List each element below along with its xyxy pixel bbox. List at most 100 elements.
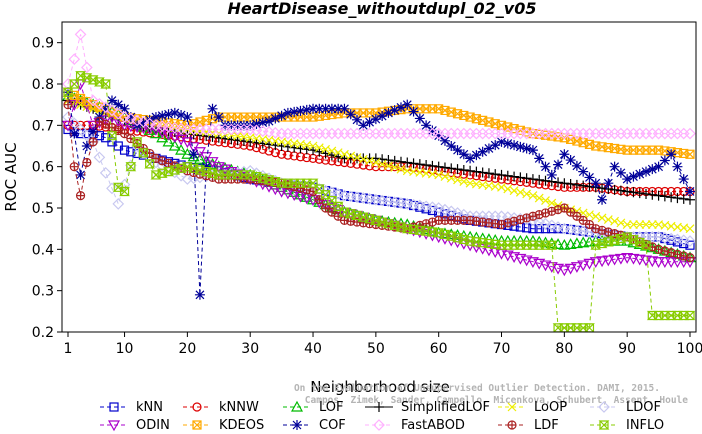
data-point (63, 100, 73, 110)
data-point (527, 145, 538, 156)
data-point (69, 162, 79, 172)
series-cof (63, 87, 695, 300)
data-point (119, 129, 130, 139)
data-point (628, 235, 639, 245)
legend-marker (598, 420, 610, 430)
data-point (282, 107, 293, 118)
data-point (641, 188, 652, 199)
data-point (558, 238, 571, 250)
data-point (439, 203, 451, 216)
data-point (527, 174, 538, 185)
data-point (289, 106, 300, 117)
data-point (137, 148, 149, 158)
legend-item-knn: kNN (100, 400, 163, 415)
data-point (577, 236, 590, 248)
data-point (685, 224, 695, 234)
data-point (629, 220, 638, 229)
data-point (497, 182, 506, 192)
data-point (521, 143, 532, 154)
data-point (477, 167, 488, 178)
data-point (547, 224, 557, 234)
data-point (559, 178, 570, 189)
data-point (270, 113, 281, 124)
data-point (439, 135, 450, 146)
data-point (684, 310, 696, 321)
data-point (464, 236, 476, 246)
data-point (150, 112, 161, 123)
data-point (590, 240, 602, 250)
data-point (509, 186, 519, 196)
data-point (509, 171, 520, 182)
data-point (88, 137, 98, 147)
data-point (432, 202, 445, 214)
data-point (162, 135, 175, 147)
data-point (546, 240, 558, 250)
data-point (119, 186, 130, 197)
data-point (395, 102, 406, 113)
data-point (647, 164, 658, 175)
data-point (80, 61, 93, 74)
data-point (245, 120, 256, 131)
data-point (647, 220, 657, 229)
data-point (452, 164, 463, 175)
data-point (658, 257, 671, 268)
series-line-fastabod (67, 34, 690, 135)
data-point (459, 177, 469, 186)
data-point (414, 113, 425, 124)
data-point (465, 165, 476, 176)
legend-item-ldof: LDOF (590, 400, 661, 415)
x-tick-label: 100 (677, 341, 702, 357)
data-point (156, 168, 168, 178)
data-point (69, 128, 80, 139)
x-tick-label: 10 (116, 341, 134, 357)
data-point (327, 207, 337, 217)
legend-item-inflo: INFLO (590, 418, 664, 433)
data-point (339, 191, 350, 201)
data-point (666, 192, 677, 203)
y-axis: 0.2 0.3 0.4 0.5 0.6 0.7 0.8 0.9 (32, 36, 62, 341)
data-point (383, 155, 394, 166)
legend-marker (192, 420, 202, 430)
legend-marker (292, 420, 302, 430)
data-point (339, 103, 350, 114)
data-point (232, 120, 243, 131)
credit-line-authors: Campos, Zimek, Sander, Campello, Micenko… (305, 395, 688, 406)
data-point (144, 114, 155, 125)
data-point (156, 159, 169, 172)
data-point (112, 198, 125, 210)
data-point (502, 170, 513, 181)
data-point (496, 136, 507, 147)
data-point (401, 224, 413, 234)
legend-label: LOF (319, 400, 344, 415)
data-point (156, 131, 169, 143)
data-point (578, 180, 589, 191)
data-point (608, 254, 621, 266)
data-point (119, 103, 130, 114)
data-point (257, 117, 268, 128)
data-point (446, 141, 457, 151)
data-point (635, 220, 645, 229)
legend-marker (507, 420, 517, 430)
data-point (483, 143, 494, 154)
data-point (597, 213, 607, 223)
data-point (622, 220, 632, 229)
data-point (319, 184, 332, 197)
data-point (408, 106, 419, 117)
data-point (545, 219, 558, 232)
data-point (314, 195, 324, 205)
legend-marker (107, 420, 121, 432)
credit-line-paper: On the Evaluation of Unsupervised Outlie… (294, 383, 660, 394)
data-point (572, 211, 582, 221)
legend-item-cof: COF (283, 418, 346, 433)
legend-label: kNN (136, 400, 163, 415)
data-point (176, 110, 187, 120)
data-point (647, 189, 658, 200)
legend-label: COF (319, 418, 346, 433)
data-point (314, 103, 325, 114)
data-point (628, 187, 639, 198)
data-point (678, 193, 689, 204)
data-point (503, 184, 513, 194)
data-point (609, 161, 620, 172)
data-point (138, 117, 149, 128)
